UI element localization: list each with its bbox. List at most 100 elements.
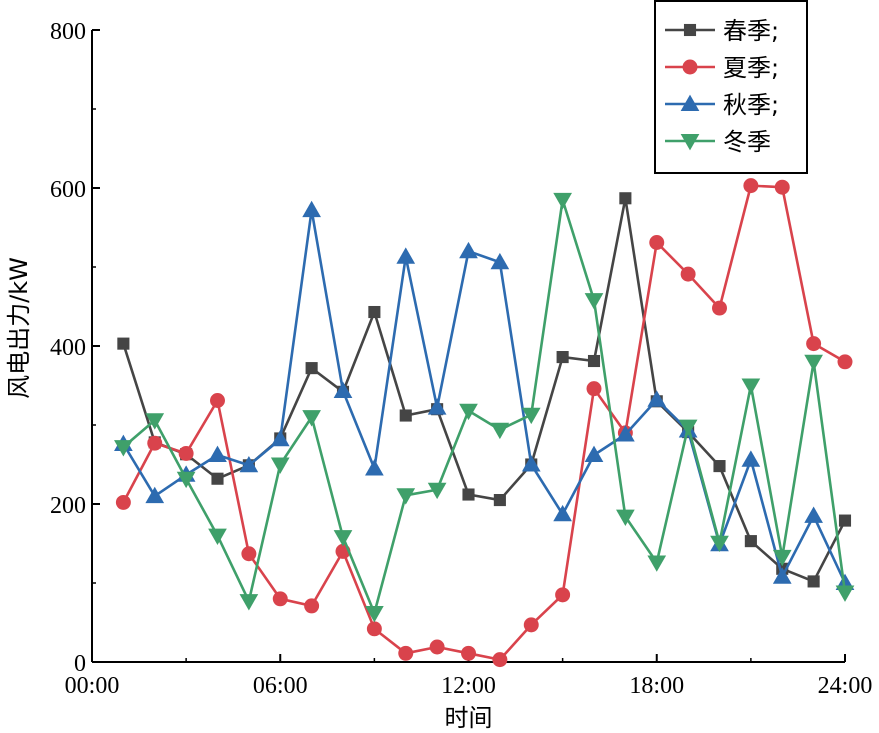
series-3-point <box>804 506 823 523</box>
series-2-point <box>241 546 257 562</box>
series-1-point <box>807 575 820 588</box>
series-4-point <box>333 530 353 547</box>
series-2-point <box>806 336 822 352</box>
series-1-point <box>493 494 506 507</box>
series-1-point <box>117 337 130 350</box>
series-3-point <box>741 450 761 467</box>
legend: 春季; 夏季; 秋季; 冬季 <box>654 0 808 174</box>
series-3-line <box>122 208 847 584</box>
series-2-point <box>429 639 445 655</box>
series-4-point <box>584 293 604 310</box>
series-4-point <box>678 419 698 436</box>
series-4-line <box>122 198 847 615</box>
series-4-point <box>772 549 792 567</box>
series-4-point <box>396 488 416 505</box>
series-2-point <box>366 621 382 637</box>
y-tick-label: 200 <box>50 493 86 519</box>
series-3-point <box>365 459 384 476</box>
series-2-point <box>461 645 476 661</box>
x-tick-label: 12:00 <box>441 673 496 699</box>
series-4-point <box>302 410 321 427</box>
series-3-point <box>145 486 165 504</box>
series-3-point <box>553 504 572 522</box>
series-2-point <box>774 179 790 195</box>
series-4-point <box>521 407 541 425</box>
series-3-point <box>270 429 290 447</box>
series-4-point <box>710 535 729 553</box>
series-4-point <box>741 378 761 395</box>
series-2-point <box>680 266 696 282</box>
series-2-point <box>523 617 539 633</box>
x-tick-label: 18:00 <box>629 673 684 699</box>
series-4-point <box>490 422 510 440</box>
series-3 <box>114 200 855 591</box>
series-3-point <box>584 445 604 463</box>
series-1-point <box>619 192 632 205</box>
series-2-point <box>147 435 163 451</box>
x-tick-label: 06:00 <box>253 673 308 699</box>
series-2-point <box>115 494 131 510</box>
series-3-point <box>208 445 227 463</box>
y-tick-label: 0 <box>74 651 86 677</box>
series-1-point <box>462 488 475 501</box>
series-3-point <box>427 398 447 415</box>
series-2-point <box>492 652 508 668</box>
series-4-point <box>835 585 855 602</box>
x-axis-title: 时间 <box>445 704 493 732</box>
series-3-point <box>521 455 541 472</box>
series-4-point <box>647 555 667 572</box>
series-2 <box>115 178 853 668</box>
series-2-point <box>712 300 727 316</box>
series-2-point <box>586 381 602 397</box>
series-3-point <box>459 241 478 259</box>
series-2-point <box>555 587 571 603</box>
series-4 <box>114 192 855 623</box>
series-2-point <box>398 645 414 661</box>
series-4-point <box>365 606 384 623</box>
legend-swatch-marker <box>682 59 698 75</box>
y-tick-label: 800 <box>50 19 86 45</box>
series-1-point <box>556 351 569 364</box>
series-2-point <box>272 591 288 607</box>
axes: 0 200 400 600 800 00:00 06:00 12:00 18:00 24:00 时间… <box>5 19 872 732</box>
series-3-point <box>302 200 321 218</box>
series-1-point <box>744 535 757 548</box>
series-1-point <box>713 460 726 473</box>
y-tick-label: 400 <box>50 335 86 361</box>
legend-swatch-marker <box>680 94 700 112</box>
series-1-point <box>211 472 224 485</box>
series-4-point <box>176 471 196 489</box>
series-2-point <box>743 178 759 194</box>
series-3-point <box>490 252 510 270</box>
legend-swatch-marker <box>683 23 697 37</box>
y-tick-label: 600 <box>50 177 86 203</box>
series-3-point <box>772 567 792 584</box>
series-4-point <box>270 457 290 474</box>
series-1-point <box>838 514 852 527</box>
series-3-point <box>239 455 259 473</box>
x-tick-label: 00:00 <box>65 673 120 699</box>
series-2-point <box>210 393 225 408</box>
series-4-point <box>459 403 478 421</box>
legend-label: 夏季; <box>723 54 779 82</box>
series-4-point <box>616 509 635 526</box>
series-4-point <box>427 482 447 500</box>
series-2-line <box>122 184 846 661</box>
series-3-point <box>396 247 416 264</box>
y-axis-title: 风电出力/kW <box>5 257 33 399</box>
legend-label: 春季; <box>723 17 779 45</box>
series-1-point <box>305 362 318 375</box>
series-2-point <box>304 598 320 614</box>
series-4-point <box>208 528 227 545</box>
series-3-point <box>333 381 353 399</box>
series-4-point <box>239 594 259 611</box>
legend-label: 冬季 <box>723 128 771 156</box>
legend-swatch-marker <box>680 133 700 151</box>
series-4-point <box>553 192 572 210</box>
series-3-point <box>647 390 667 407</box>
series-1-point <box>399 409 412 422</box>
series-1 <box>117 192 852 588</box>
x-tick-label: 24:00 <box>818 673 873 699</box>
series-4-point <box>114 440 133 457</box>
